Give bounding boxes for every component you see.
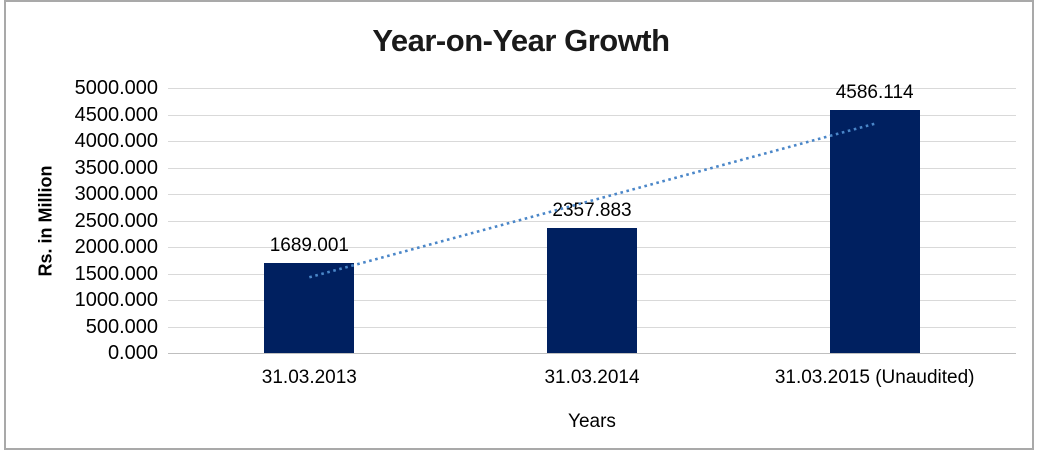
gridline [168, 114, 1016, 116]
y-tick-label: 1000.000 [74, 289, 158, 311]
x-tick-label: 31.03.2014 [544, 367, 640, 388]
x-tick-label: 31.03.2015 (Unaudited) [774, 367, 975, 388]
bar [264, 263, 355, 353]
y-tick-label: 4500.000 [74, 103, 158, 126]
bar-value-label: 4586.114 [835, 81, 914, 103]
y-tick-label: 1500.000 [74, 262, 158, 285]
x-tick-label: 31.03.2013 [261, 367, 357, 388]
y-tick-label: 3000.000 [74, 183, 158, 205]
x-axis-title: Years [568, 411, 616, 432]
y-tick-label: 0.000 [107, 342, 158, 364]
bar-value-label: 2357.883 [552, 200, 632, 222]
bar [829, 109, 920, 353]
gridline [168, 88, 1016, 89]
bar-value-label: 1689.001 [269, 235, 349, 257]
x-axis-line [168, 353, 1016, 354]
y-tick-label: 4000.000 [74, 130, 158, 152]
y-tick-label: 2000.000 [74, 236, 158, 258]
y-tick-label: 500.000 [85, 315, 158, 338]
bar [547, 228, 637, 353]
y-tick-label: 3500.000 [74, 156, 158, 179]
chart-title: Year-on-Year Growth [372, 23, 670, 58]
y-tick-label: 5000.000 [74, 77, 158, 99]
y-tick-label: 2500.000 [74, 209, 158, 232]
